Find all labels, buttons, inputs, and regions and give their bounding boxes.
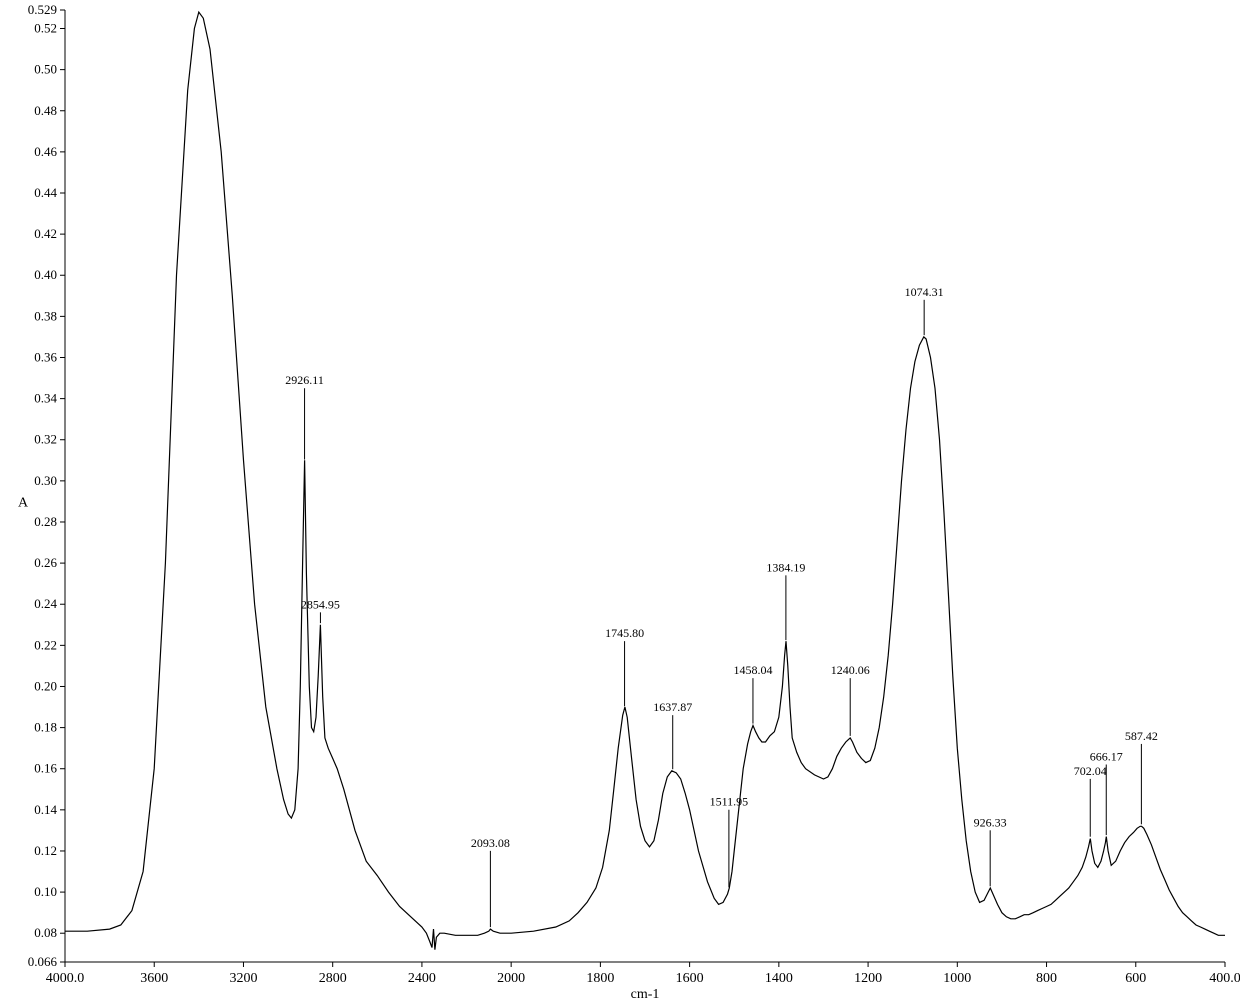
y-tick-label: 0.16 xyxy=(34,761,57,776)
spectrum-trace xyxy=(65,12,1225,950)
y-tick-label: 0.066 xyxy=(28,954,58,969)
y-tick-label: 0.50 xyxy=(34,62,57,77)
y-axis-label: A xyxy=(18,495,29,510)
x-tick-label: 2800 xyxy=(319,971,347,986)
y-tick-label: 0.26 xyxy=(34,555,57,570)
x-axis-label: cm-1 xyxy=(631,987,660,1001)
chart-svg: 0.529 0.52 0.50 0.48 0.46 0.44 0.42 0.40 0.38 0.3… xyxy=(0,0,1240,1001)
x-tick-label: 1000 xyxy=(943,971,971,986)
y-tick-label: 0.18 xyxy=(34,720,57,735)
y-tick-label: 0.12 xyxy=(34,843,57,858)
y-tick-label: 0.32 xyxy=(34,432,57,447)
x-tick-label: 400.0 xyxy=(1209,971,1240,986)
x-tick-label: 4000.0 xyxy=(46,971,85,986)
peak-label: 1745.80 xyxy=(605,626,644,640)
y-tick-label: 0.38 xyxy=(34,308,57,323)
x-tick-label: 800 xyxy=(1036,971,1057,986)
x-tick-label: 1400 xyxy=(765,971,793,986)
y-tick-label: 0.28 xyxy=(34,514,57,529)
peak-label: 587.42 xyxy=(1125,729,1158,743)
peak-label: 2854.95 xyxy=(301,597,340,611)
y-tick-label: 0.42 xyxy=(34,226,57,241)
x-tick-label: 1800 xyxy=(586,971,614,986)
x-tick-label: 2000 xyxy=(497,971,525,986)
y-tick-label: 0.30 xyxy=(34,473,57,488)
peak-label: 702.04 xyxy=(1074,764,1107,778)
y-tick-label: 0.14 xyxy=(34,802,57,817)
y-tick-label: 0.22 xyxy=(34,637,57,652)
peak-label: 1074.31 xyxy=(905,285,944,299)
peak-label: 1511.95 xyxy=(710,795,749,809)
x-tick-label: 1600 xyxy=(676,971,704,986)
x-tick-label: 3600 xyxy=(140,971,168,986)
y-tick-label: 0.10 xyxy=(34,884,57,899)
peak-label: 2926.11 xyxy=(285,373,324,387)
x-tick-label: 600 xyxy=(1125,971,1146,986)
y-tick-label: 0.24 xyxy=(34,596,57,611)
y-tick-label: 0.52 xyxy=(34,21,57,36)
peak-label: 2093.08 xyxy=(471,836,510,850)
y-tick-label: 0.08 xyxy=(34,925,57,940)
x-tick-label: 2400 xyxy=(408,971,436,986)
peak-label: 926.33 xyxy=(974,815,1007,829)
ir-spectrum-chart: 0.529 0.52 0.50 0.48 0.46 0.44 0.42 0.40 0.38 0.3… xyxy=(0,0,1240,1001)
y-tick-label: 0.44 xyxy=(34,185,57,200)
y-tick-label: 0.46 xyxy=(34,144,57,159)
peak-label: 1240.06 xyxy=(831,663,870,677)
peak-label: 1384.19 xyxy=(766,560,805,574)
y-tick-label: 0.40 xyxy=(34,267,57,282)
peak-label: 1637.87 xyxy=(653,700,692,714)
y-tick-label: 0.36 xyxy=(34,349,57,364)
y-tick-label: 0.48 xyxy=(34,103,57,118)
x-tick-label: 1200 xyxy=(854,971,882,986)
y-tick-label: 0.529 xyxy=(28,2,57,17)
y-tick-label: 0.34 xyxy=(34,391,57,406)
x-tick-label: 3200 xyxy=(229,971,257,986)
peak-label: 666.17 xyxy=(1090,749,1123,763)
peak-label: 1458.04 xyxy=(733,663,772,677)
y-tick-label: 0.20 xyxy=(34,678,57,693)
